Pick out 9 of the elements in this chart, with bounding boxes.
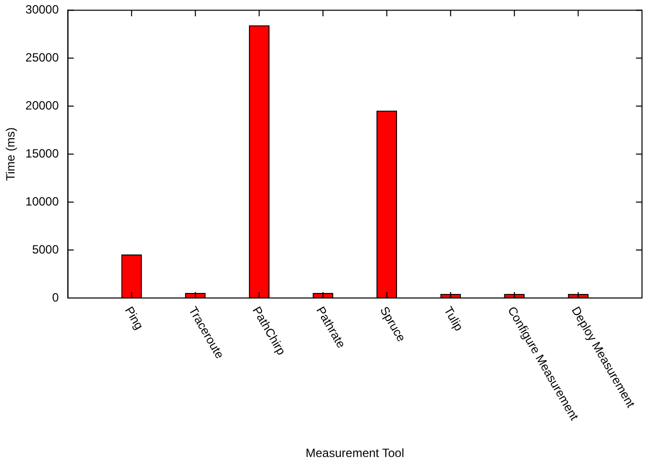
- y-axis-title: Time (ms): [4, 127, 18, 181]
- y-tick-label: 0: [52, 290, 60, 304]
- y-tick-label: 20000: [25, 98, 60, 112]
- y-tick-label: 10000: [25, 194, 60, 208]
- y-tick-label: 25000: [25, 50, 60, 64]
- y-tick-label: 5000: [32, 242, 60, 256]
- x-axis-title: Measurement Tool: [306, 446, 404, 460]
- y-tick-label: 30000: [25, 2, 60, 17]
- y-tick-label: 15000: [25, 146, 60, 160]
